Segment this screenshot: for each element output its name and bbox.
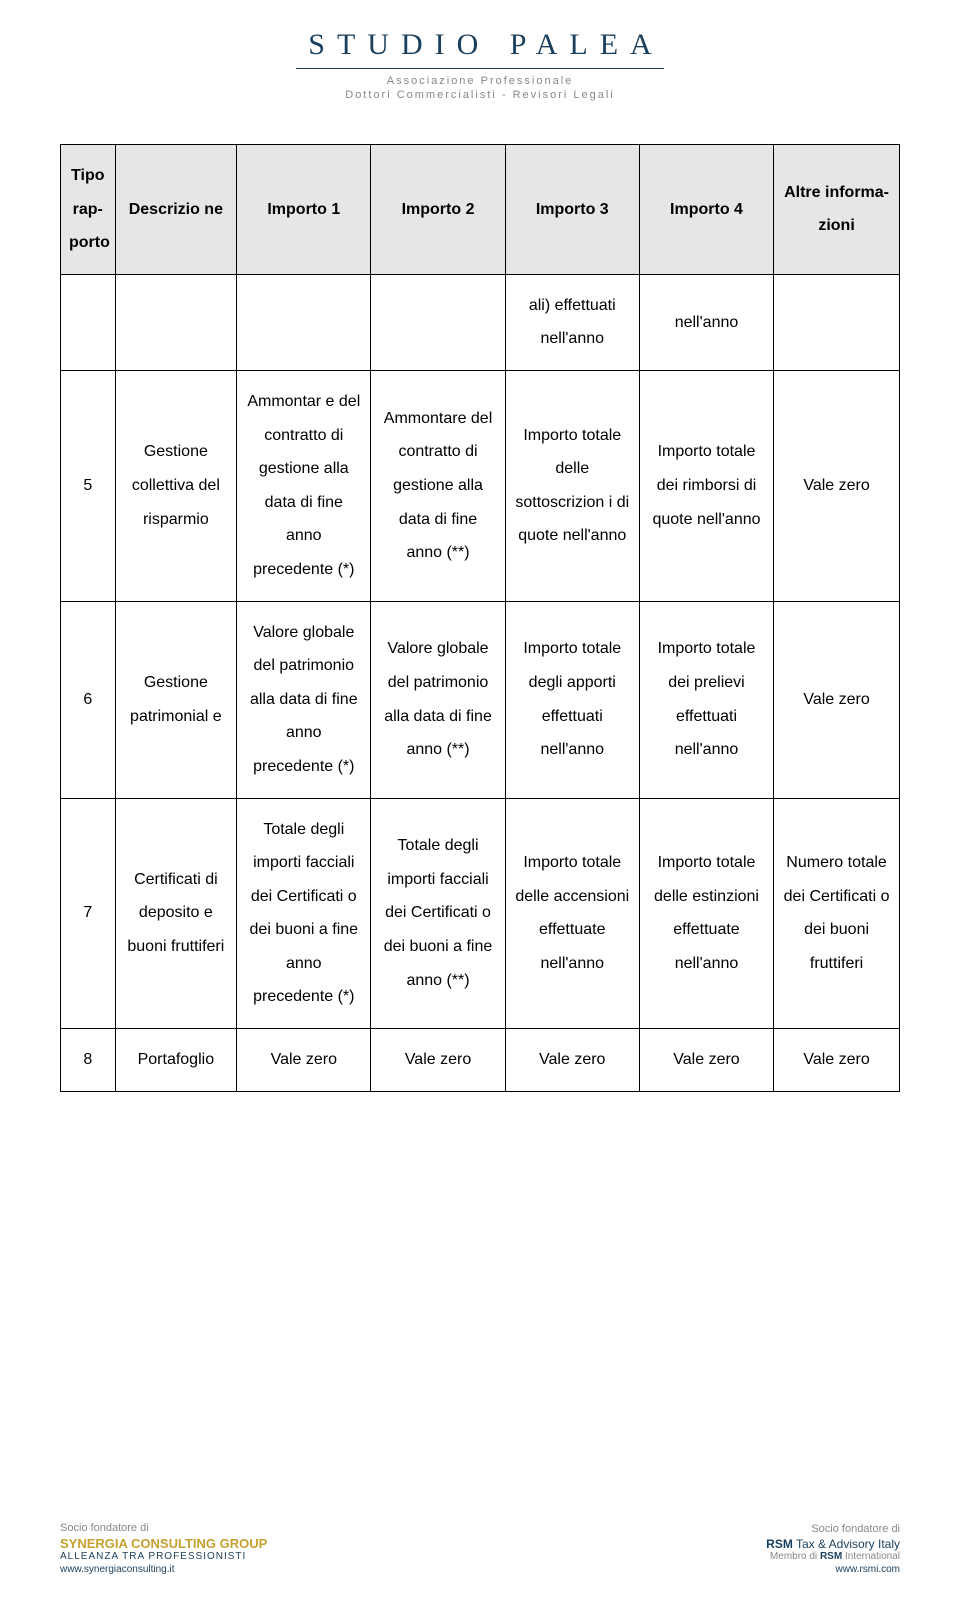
cell: Vale zero — [639, 1029, 773, 1092]
cell: Vale zero — [774, 370, 900, 601]
footer-right-line2: RSM Tax & Advisory Italy — [766, 1537, 900, 1551]
cell: Valore globale del patrimonio alla data … — [237, 601, 371, 798]
cell: Numero totale dei Certificati o dei buon… — [774, 798, 900, 1029]
cell: Totale degli importi facciali dei Certif… — [371, 798, 505, 1029]
footer-right-line3c: International — [842, 1551, 900, 1562]
footer-left: Socio fondatore di SYNERGIA CONSULTING G… — [60, 1522, 267, 1575]
header-tipo: Tipo rap-porto — [61, 145, 116, 275]
header-importo2: Importo 2 — [371, 145, 505, 275]
header-importo1: Importo 1 — [237, 145, 371, 275]
cell: Importo totale delle accensioni effettua… — [505, 798, 639, 1029]
table-row: ali) effettuati nell'anno nell'anno — [61, 274, 900, 370]
cell: Importo totale dei prelievi effettuati n… — [639, 601, 773, 798]
cell: Gestione collettiva del risparmio — [115, 370, 237, 601]
main-table-container: Tipo rap-porto Descrizio ne Importo 1 Im… — [60, 144, 900, 1092]
header-importo4: Importo 4 — [639, 145, 773, 275]
header-subtitle-1: Associazione Professionale — [0, 75, 960, 87]
rsm-brand-2: RSM — [820, 1551, 842, 1562]
footer-left-line2: SYNERGIA CONSULTING GROUP — [60, 1536, 267, 1551]
cell: ali) effettuati nell'anno — [505, 274, 639, 370]
cell: Valore globale del patrimonio alla data … — [371, 601, 505, 798]
header-altre: Altre informa-zioni — [774, 145, 900, 275]
cell: Importo totale delle sottoscrizion i di … — [505, 370, 639, 601]
footer-left-line4: www.synergiaconsulting.it — [60, 1564, 267, 1575]
rsm-brand: RSM — [766, 1537, 793, 1551]
footer-right-line4: www.rsmi.com — [766, 1564, 900, 1575]
header-subtitle-2: Dottori Commercialisti - Revisori Legali — [0, 89, 960, 101]
cell: Vale zero — [774, 601, 900, 798]
cell: 6 — [61, 601, 116, 798]
table-row: 6 Gestione patrimonial e Valore globale … — [61, 601, 900, 798]
footer-right: Socio fondatore di RSM Tax & Advisory It… — [766, 1523, 900, 1575]
table-body: ali) effettuati nell'anno nell'anno 5 Ge… — [61, 274, 900, 1091]
cell: Totale degli importi facciali dei Certif… — [237, 798, 371, 1029]
cell — [774, 274, 900, 370]
cell: Importo totale delle estinzioni effettua… — [639, 798, 773, 1029]
cell: Vale zero — [774, 1029, 900, 1092]
table-row: 7 Certificati di deposito e buoni frutti… — [61, 798, 900, 1029]
header-importo3: Importo 3 — [505, 145, 639, 275]
cell — [237, 274, 371, 370]
cell: 7 — [61, 798, 116, 1029]
page-footer: Socio fondatore di SYNERGIA CONSULTING G… — [60, 1522, 900, 1575]
header-descrizione: Descrizio ne — [115, 145, 237, 275]
footer-right-line3: Membro di RSM International — [766, 1551, 900, 1562]
cell: Certificati di deposito e buoni fruttife… — [115, 798, 237, 1029]
cell: 5 — [61, 370, 116, 601]
cell: nell'anno — [639, 274, 773, 370]
cell: Ammontare del contratto di gestione alla… — [371, 370, 505, 601]
cell: Vale zero — [505, 1029, 639, 1092]
table-row: 5 Gestione collettiva del risparmio Ammo… — [61, 370, 900, 601]
cell: Portafoglio — [115, 1029, 237, 1092]
footer-left-line1: Socio fondatore di — [60, 1522, 267, 1534]
cell — [115, 274, 237, 370]
cell — [61, 274, 116, 370]
cell: Importo totale dei rimborsi di quote nel… — [639, 370, 773, 601]
footer-right-line3a: Membro di — [770, 1551, 820, 1562]
cell — [371, 274, 505, 370]
page-header: STUDIO PALEA Associazione Professionale … — [0, 0, 960, 109]
cell: Ammontar e del contratto di gestione all… — [237, 370, 371, 601]
cell: Vale zero — [371, 1029, 505, 1092]
footer-right-line2b: Tax & Advisory Italy — [793, 1537, 900, 1551]
cell: Importo totale degli apporti effettuati … — [505, 601, 639, 798]
cell: 8 — [61, 1029, 116, 1092]
cell: Vale zero — [237, 1029, 371, 1092]
table-header-row: Tipo rap-porto Descrizio ne Importo 1 Im… — [61, 145, 900, 275]
table-row: 8 Portafoglio Vale zero Vale zero Vale z… — [61, 1029, 900, 1092]
data-table: Tipo rap-porto Descrizio ne Importo 1 Im… — [60, 144, 900, 1092]
studio-title: STUDIO PALEA — [296, 28, 663, 69]
footer-left-line3: ALLEANZA TRA PROFESSIONISTI — [60, 1551, 267, 1562]
footer-right-line1: Socio fondatore di — [766, 1523, 900, 1535]
cell: Gestione patrimonial e — [115, 601, 237, 798]
